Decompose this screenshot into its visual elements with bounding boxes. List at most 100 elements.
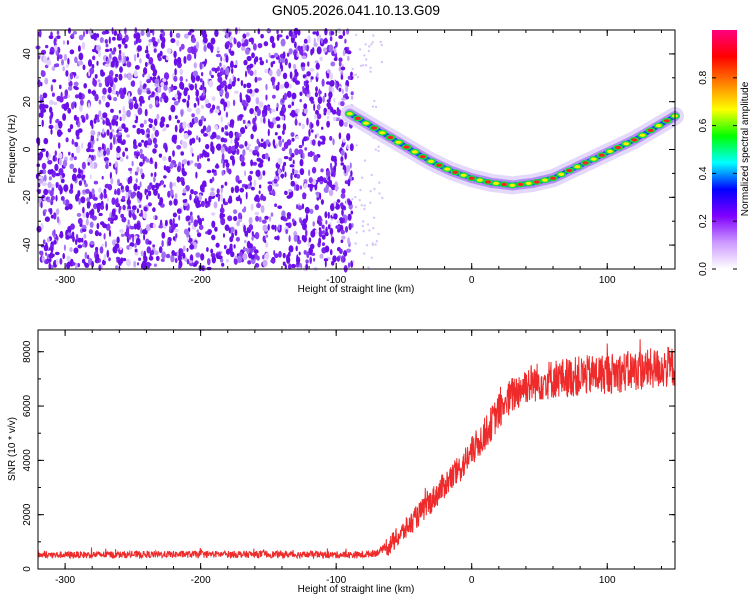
noise-speckle [111,197,116,205]
noise-speckle [193,103,197,108]
noise-speckle [221,262,225,267]
noise-speckle [49,207,53,215]
noise-speckle [103,188,107,195]
noise-speckle [98,99,102,105]
noise-speckle [122,151,125,158]
noise-speckle [264,68,269,74]
noise-speckle [263,107,267,112]
noise-speckle [196,162,202,170]
noise-speckle [247,67,250,74]
noise-speckle [262,170,266,176]
noise-speckle [303,136,308,142]
noise-speckle [62,159,68,167]
noise-speckle [180,151,184,156]
noise-speckle [85,211,90,219]
noise-speckle [117,44,122,48]
noise-speckle [51,246,53,255]
noise-speckle [354,242,357,245]
noise-speckle [146,31,151,38]
noise-speckle [53,229,56,236]
noise-speckle [249,170,254,175]
noise-speckle [305,80,309,84]
noise-speckle [139,95,144,102]
noise-speckle [342,49,346,57]
noise-speckle [365,58,368,61]
noise-speckle [328,91,333,99]
noise-speckle [63,53,68,62]
noise-speckle [107,58,109,65]
track-blob-center [541,178,548,182]
noise-speckle [182,141,188,149]
noise-speckle [89,240,95,246]
noise-speckle [126,61,132,68]
noise-speckle [87,142,92,150]
noise-speckle [172,182,177,187]
noise-speckle [324,28,328,36]
noise-speckle [196,232,202,238]
noise-speckle [113,77,118,83]
noise-speckle [346,144,349,150]
noise-speckle [87,88,92,94]
noise-speckle [128,234,132,240]
noise-speckle [228,130,234,139]
noise-speckle [136,208,139,214]
noise-speckle [48,262,52,270]
noise-speckle [149,76,153,81]
noise-speckle [75,193,79,202]
noise-speckle [98,82,103,88]
noise-speckle [89,174,92,180]
noise-speckle [289,164,295,168]
noise-speckle [288,245,294,253]
spectrogram-y-ticks: -40 -20 0 20 40 [22,29,675,270]
noise-speckle [273,250,276,256]
noise-speckle [250,159,254,167]
noise-speckle [172,212,177,218]
noise-speckle [231,158,236,166]
noise-speckle [200,29,204,36]
noise-speckle [377,232,380,236]
noise-speckle [55,258,59,266]
noise-speckle [112,56,118,63]
noise-speckle [258,101,264,108]
noise-speckle [189,244,195,250]
noise-speckle [84,183,88,188]
noise-speckle [314,91,318,98]
noise-speckle [370,43,373,46]
noise-speckle [337,228,341,233]
noise-speckle [182,98,187,103]
noise-speckle [96,44,101,52]
noise-speckle [105,43,109,48]
noise-speckle [139,194,142,201]
y-tick-label: 4000 [22,449,33,472]
noise-speckle [191,113,195,118]
noise-speckle [154,129,159,137]
noise-speckle [317,35,320,43]
noise-speckle [174,193,178,200]
noise-speckle [170,254,175,263]
noise-speckle [235,141,240,148]
noise-speckle [375,240,379,243]
noise-speckle [335,203,340,210]
noise-speckle [288,30,293,37]
track-blob-center [582,161,589,165]
noise-speckle [200,84,203,91]
noise-speckle [284,171,287,178]
noise-speckle [167,240,172,246]
noise-speckle [115,60,119,68]
noise-speckle [178,248,181,256]
noise-speckle [334,47,337,54]
noise-speckle [43,188,49,196]
noise-speckle [136,127,141,135]
noise-speckle [143,250,147,259]
noise-speckle [208,80,213,88]
noise-speckle [70,183,74,191]
noise-speckle [253,43,257,51]
noise-speckle [285,222,289,226]
noise-speckle [41,182,47,187]
noise-speckle [245,94,249,99]
noise-speckle [178,214,181,221]
noise-speckle [224,84,228,93]
noise-speckle [229,226,235,233]
noise-speckle [116,145,121,154]
noise-speckle [77,217,83,225]
